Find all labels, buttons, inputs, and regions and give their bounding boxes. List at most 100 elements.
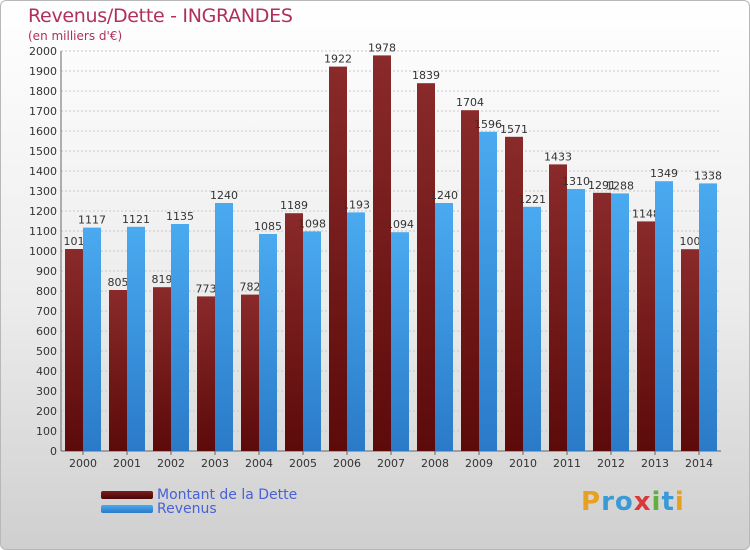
y-tick-label: 1700 xyxy=(29,105,57,118)
legend-label-debt: Montant de la Dette xyxy=(157,487,298,503)
bar-revenus xyxy=(523,206,541,451)
bar-debt xyxy=(153,287,171,451)
legend-label-revenus: Revenus xyxy=(157,501,217,517)
y-tick-label: 900 xyxy=(36,265,57,278)
bar-revenus xyxy=(303,231,321,451)
bar-revenus xyxy=(479,131,497,452)
y-tick-label: 2000 xyxy=(29,45,57,58)
bar-revenus xyxy=(435,203,453,451)
value-label-debt: 782 xyxy=(240,281,261,294)
x-tick-label: 2002 xyxy=(157,457,185,470)
value-label-revenus: 1085 xyxy=(254,220,282,233)
value-label-revenus: 1098 xyxy=(298,217,326,230)
bar-revenus xyxy=(259,234,277,451)
bar-revenus xyxy=(127,226,145,451)
value-label-revenus: 1288 xyxy=(606,179,634,192)
value-label-revenus: 1349 xyxy=(650,167,678,180)
value-label-debt: 1922 xyxy=(324,53,352,66)
x-tick-label: 2011 xyxy=(553,457,581,470)
value-label-revenus: 1596 xyxy=(474,118,502,131)
value-label-debt: 100 xyxy=(680,235,701,248)
value-label-debt: 1148 xyxy=(632,207,660,220)
y-tick-label: 200 xyxy=(36,405,57,418)
value-label-revenus: 1094 xyxy=(386,218,414,231)
x-tick-label: 2007 xyxy=(377,457,405,470)
chart-title: Revenus/Dette - INGRANDES xyxy=(28,5,293,27)
x-tick-label: 2004 xyxy=(245,457,273,470)
x-tick-label: 2005 xyxy=(289,457,317,470)
y-tick-label: 100 xyxy=(36,425,57,438)
x-tick-label: 2014 xyxy=(685,457,713,470)
x-tick-label: 2000 xyxy=(69,457,97,470)
y-tick-label: 1000 xyxy=(29,245,57,258)
x-tick-label: 2013 xyxy=(641,457,669,470)
bar-revenus xyxy=(215,203,233,451)
y-tick-label: 400 xyxy=(36,365,57,378)
value-label-revenus: 1310 xyxy=(562,175,590,188)
y-tick-label: 600 xyxy=(36,325,57,338)
value-label-debt: 1189 xyxy=(280,199,308,212)
bar-debt xyxy=(373,55,391,452)
value-label-revenus: 1193 xyxy=(342,198,370,211)
chart-subtitle: (en milliers d'€) xyxy=(28,29,123,43)
proxiti-logo: Proxiti xyxy=(581,487,685,517)
bar-revenus xyxy=(171,224,189,451)
legend-item-debt: Montant de la Dette xyxy=(101,487,297,503)
value-label-debt: 1433 xyxy=(544,150,572,163)
bar-debt xyxy=(637,221,655,451)
y-tick-label: 1600 xyxy=(29,125,57,138)
value-label-revenus: 1135 xyxy=(166,210,194,223)
value-label-revenus: 1240 xyxy=(430,189,458,202)
bar-debt xyxy=(593,192,611,452)
y-tick-label: 1100 xyxy=(29,225,57,238)
x-tick-label: 2010 xyxy=(509,457,537,470)
legend-swatch-revenus xyxy=(101,505,153,513)
value-label-revenus: 1117 xyxy=(78,214,106,227)
value-label-debt: 1839 xyxy=(412,69,440,82)
legend-item-revenus: Revenus xyxy=(101,501,217,517)
bar-debt xyxy=(109,290,127,451)
y-tick-label: 1800 xyxy=(29,85,57,98)
bar-debt xyxy=(329,66,347,451)
value-label-debt: 805 xyxy=(108,276,129,289)
y-tick-label: 300 xyxy=(36,385,57,398)
y-tick-label: 0 xyxy=(50,445,57,458)
bar-debt xyxy=(65,249,83,451)
y-tick-label: 1300 xyxy=(29,185,57,198)
bar-revenus xyxy=(391,232,409,451)
bar-debt xyxy=(549,164,567,451)
bar-debt xyxy=(241,294,259,451)
y-tick-label: 500 xyxy=(36,345,57,358)
bar-debt xyxy=(505,136,523,452)
bar-debt xyxy=(285,213,303,451)
y-tick-label: 700 xyxy=(36,305,57,318)
bar-revenus xyxy=(83,227,101,451)
value-label-debt: 101 xyxy=(64,235,85,248)
value-label-debt: 819 xyxy=(152,273,173,286)
y-tick-label: 1900 xyxy=(29,65,57,78)
bar-revenus xyxy=(567,189,585,451)
legend-swatch-debt xyxy=(101,491,153,499)
bar-debt xyxy=(461,110,479,451)
bar-debt xyxy=(197,296,215,451)
value-label-revenus: 1240 xyxy=(210,189,238,202)
bar-revenus xyxy=(347,212,365,451)
x-tick-label: 2012 xyxy=(597,457,625,470)
value-label-debt: 1704 xyxy=(456,96,484,109)
value-label-debt: 1291 xyxy=(588,179,616,192)
value-label-revenus: 1121 xyxy=(122,213,150,226)
y-tick-label: 1400 xyxy=(29,165,57,178)
value-label-revenus: 1221 xyxy=(518,193,546,206)
value-label-debt: 1978 xyxy=(368,41,396,54)
bar-revenus xyxy=(699,183,717,451)
x-tick-label: 2001 xyxy=(113,457,141,470)
x-tick-label: 2006 xyxy=(333,457,361,470)
value-label-revenus: 1338 xyxy=(694,169,722,182)
x-tick-label: 2008 xyxy=(421,457,449,470)
y-tick-label: 1200 xyxy=(29,205,57,218)
value-label-debt: 773 xyxy=(196,282,217,295)
bar-debt xyxy=(417,83,435,451)
y-tick-label: 1500 xyxy=(29,145,57,158)
